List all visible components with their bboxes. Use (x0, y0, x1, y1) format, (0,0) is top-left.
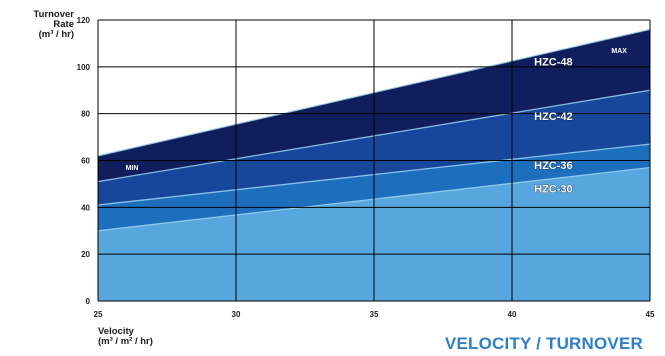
series-labels: HZC-30 HZC-36 HZC-42 HZC-48 MIN MAX (126, 48, 628, 196)
y-axis-label-line3: (m³ / hr) (38, 29, 74, 40)
y-tick-label-120: 120 (77, 16, 91, 25)
y-axis-label: Turnover Rate (m³ / hr) (8, 10, 74, 40)
x-tick-label-30: 30 (232, 310, 241, 319)
annotation-min: MIN (126, 165, 139, 172)
y-tick-label-40: 40 (81, 203, 90, 212)
x-axis-label-line2: (m³ / m² / hr) (98, 336, 153, 347)
x-axis-label: Velocity (m³ / m² / hr) (98, 327, 153, 347)
series-label-hzc-30: HZC-30 (534, 184, 573, 196)
y-tick-label-60: 60 (81, 157, 90, 166)
y-tick-label-0: 0 (86, 297, 91, 306)
annotation-max: MAX (611, 48, 627, 55)
series-label-hzc-36: HZC-36 (534, 160, 573, 172)
grid-layer (97, 19, 651, 302)
y-axis-label-line2: Rate (53, 19, 74, 30)
y-tick-label-20: 20 (81, 250, 90, 259)
y-tick-label-100: 100 (77, 63, 91, 72)
tick-labels: 0 20 40 60 80 100 120 25 30 35 40 45 (77, 16, 655, 319)
series-label-hzc-48: HZC-48 (534, 56, 573, 68)
x-tick-label-45: 45 (646, 310, 655, 319)
y-tick-label-80: 80 (81, 110, 90, 119)
chart-title: VELOCITY / TURNOVER (444, 334, 643, 353)
x-tick-label-25: 25 (94, 310, 103, 319)
y-axis-label-line1: Turnover (33, 9, 74, 20)
x-tick-label-35: 35 (370, 310, 379, 319)
x-axis-label-line1: Velocity (98, 326, 134, 337)
x-tick-label-40: 40 (508, 310, 517, 319)
series-label-hzc-42: HZC-42 (534, 111, 573, 123)
